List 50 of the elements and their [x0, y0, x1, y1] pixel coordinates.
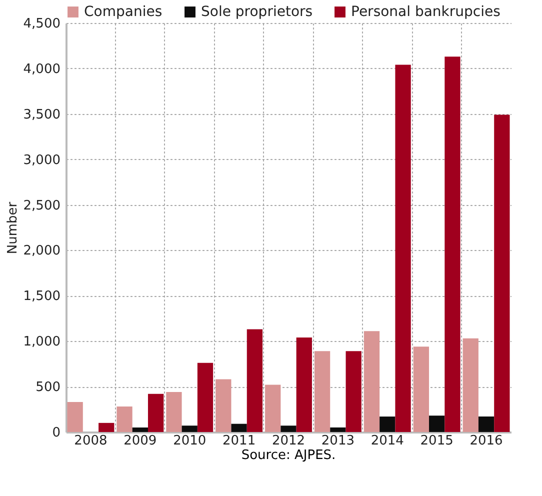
bar [182, 426, 198, 432]
bar [346, 351, 362, 432]
x-tick-label: 2015 [420, 434, 454, 448]
bar [116, 406, 132, 432]
bar [380, 416, 396, 432]
bar [67, 402, 83, 432]
legend-label: Personal bankrupcies [351, 4, 500, 20]
y-tick-label: 0 [52, 426, 60, 440]
bar [98, 422, 114, 432]
bar [197, 362, 214, 432]
bar [280, 426, 296, 432]
y-tick-label: 4,500 [23, 16, 60, 32]
bar [413, 346, 430, 432]
bar [148, 394, 164, 432]
bar [429, 416, 445, 432]
x-tick-label: 2010 [173, 434, 206, 448]
bar [216, 379, 232, 432]
bar [296, 337, 312, 432]
x-tick-label: 2008 [74, 434, 108, 448]
y-tick-label: 2,000 [23, 244, 60, 259]
x-tick-label: 2013 [321, 434, 354, 448]
bar [494, 114, 510, 432]
y-axis-title: Number [5, 201, 20, 254]
bar [330, 427, 346, 432]
bar [231, 424, 247, 432]
bar [462, 338, 478, 432]
y-tick-label: 1,000 [23, 334, 60, 350]
x-tick-label: 2009 [124, 434, 157, 448]
x-tick-label: 2011 [222, 434, 256, 448]
bar [364, 331, 380, 432]
bar [265, 384, 281, 432]
y-tick-label: 500 [36, 380, 60, 396]
y-tick-label: 3,500 [23, 107, 60, 122]
bar [314, 351, 330, 432]
bar [395, 64, 411, 432]
legend-label: Companies [84, 4, 162, 20]
bar [444, 56, 460, 432]
bar [246, 329, 263, 432]
source-note: Source: AJPES. [241, 448, 336, 463]
y-tick-label: 4,000 [23, 62, 60, 77]
bar [166, 392, 182, 432]
legend-label: Sole proprietors [201, 4, 313, 20]
x-tick-label: 2016 [470, 434, 503, 448]
x-tick-label: 2014 [370, 434, 404, 448]
bar [132, 427, 148, 432]
bar [478, 416, 494, 432]
y-tick-label: 2,500 [23, 198, 60, 214]
x-tick-label: 2012 [272, 434, 306, 448]
y-tick-label: 1,500 [23, 289, 60, 304]
y-tick-label: 3,000 [23, 152, 60, 168]
